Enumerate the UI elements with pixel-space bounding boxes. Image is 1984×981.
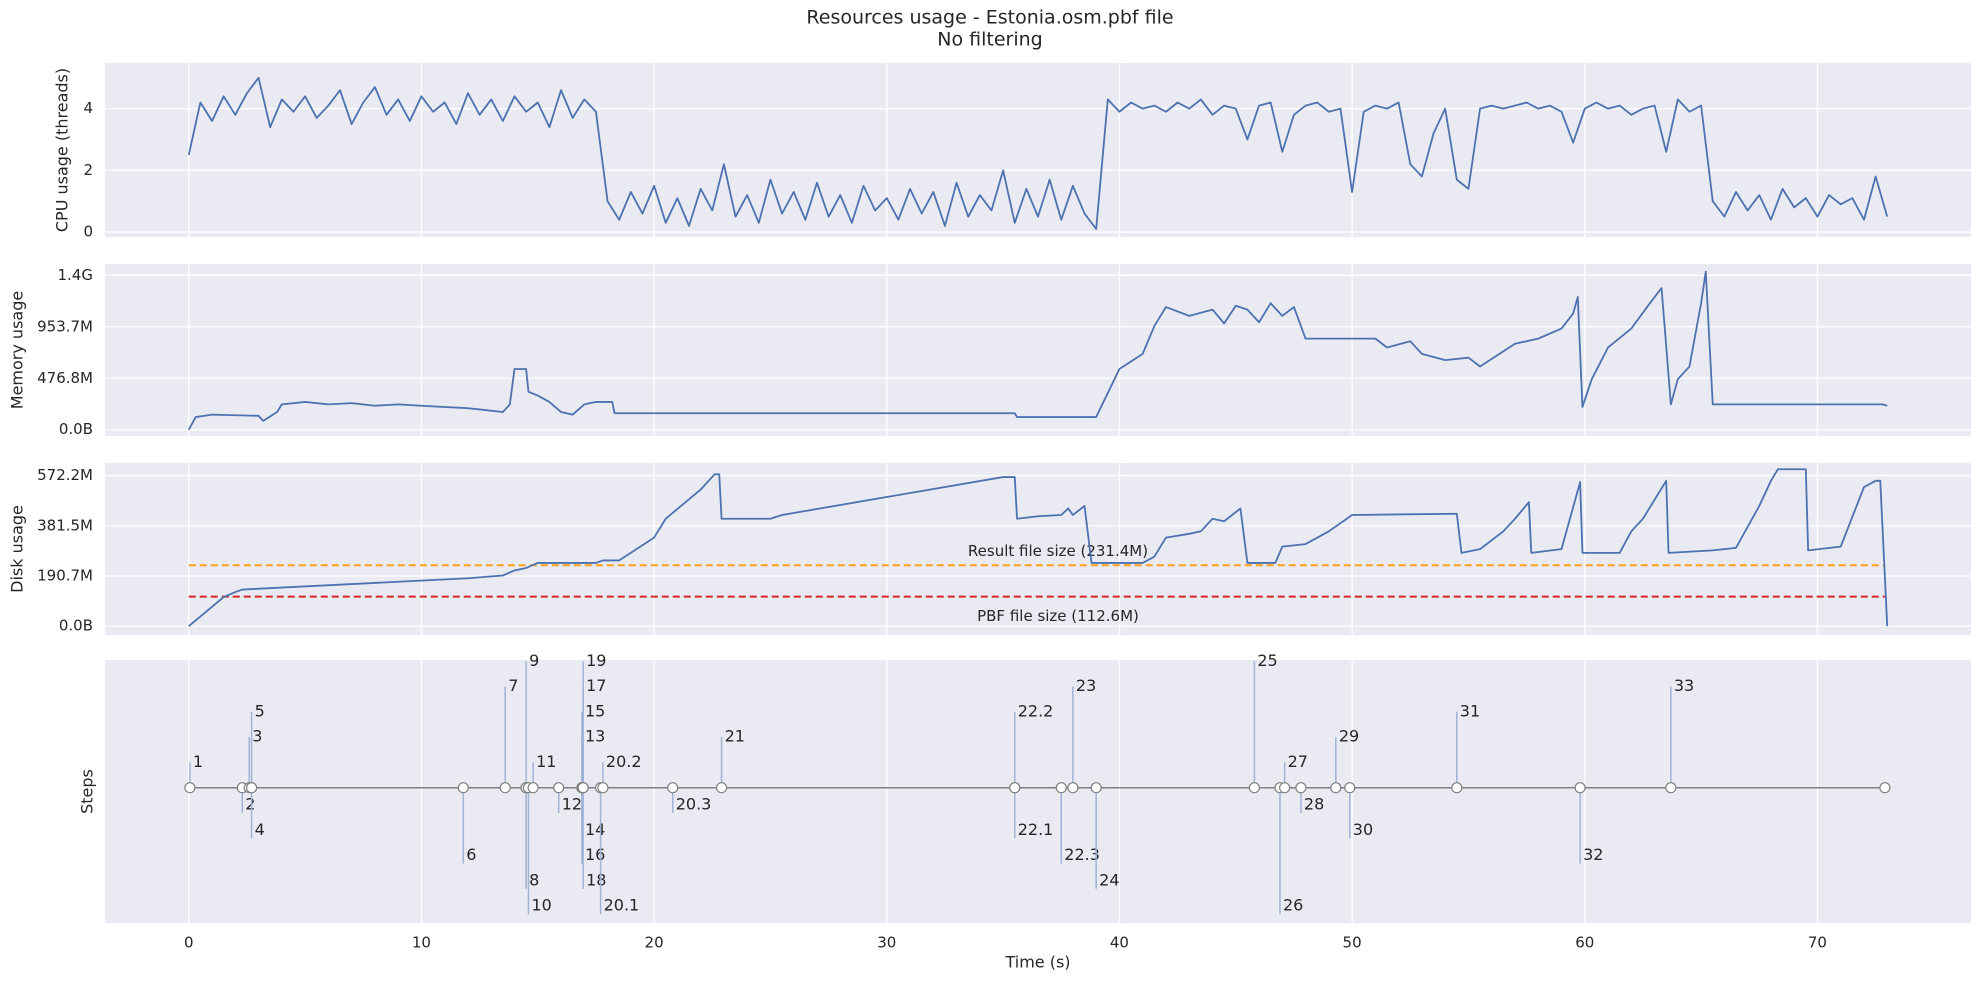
step-label: 7: [508, 676, 518, 695]
step-label: 16: [585, 845, 605, 864]
step-label: 26: [1283, 896, 1303, 915]
step-label: 28: [1304, 794, 1324, 813]
x-tick-label: 50: [1343, 934, 1362, 952]
y-tick-label: 476.8M: [37, 369, 93, 387]
step-label: 22.2: [1018, 701, 1054, 720]
step-label: 27: [1288, 752, 1308, 771]
data-line: [188, 468, 1889, 627]
step-label: 25: [1257, 651, 1277, 670]
step-label: 18: [586, 870, 606, 889]
step-label: 31: [1460, 701, 1480, 720]
step-label: 22.3: [1064, 845, 1100, 864]
step-marker: [184, 782, 196, 794]
step-label: 17: [586, 676, 606, 695]
step-label: 11: [536, 752, 556, 771]
step-label: 33: [1674, 676, 1694, 695]
x-tick-label: 0: [184, 934, 194, 952]
step-marker: [1055, 782, 1067, 794]
step-label: 8: [529, 870, 539, 889]
step-marker: [597, 782, 609, 794]
step-label: 15: [585, 701, 605, 720]
y-axis-label: Memory usage: [8, 291, 27, 409]
step-label: 2: [245, 794, 255, 813]
step-label: 24: [1099, 870, 1119, 889]
step-label: 10: [531, 896, 551, 915]
step-marker: [1248, 782, 1260, 794]
y-tick-label: 0: [83, 223, 93, 241]
x-axis-label: Time (s): [1004, 953, 1070, 972]
step-label: 19: [586, 651, 606, 670]
step-marker: [667, 782, 679, 794]
step-marker: [1067, 782, 1079, 794]
step-marker: [1451, 782, 1463, 794]
step-label: 13: [585, 727, 605, 746]
x-tick-label: 30: [877, 934, 896, 952]
y-tick-label: 572.2M: [37, 466, 93, 484]
step-label: 9: [529, 651, 539, 670]
panel-background: [105, 264, 1971, 436]
step-label: 5: [255, 701, 265, 720]
end-marker: [1879, 782, 1891, 794]
y-tick-label: 2: [83, 161, 93, 179]
step-marker: [1665, 782, 1677, 794]
step-marker: [715, 782, 728, 794]
step-marker: [499, 782, 511, 794]
step-label: 23: [1076, 676, 1096, 695]
y-tick-label: 0.0B: [59, 617, 93, 635]
reference-label: Result file size (231.4M): [968, 542, 1148, 560]
x-tick-label: 40: [1110, 934, 1129, 952]
y-axis-label: CPU usage (threads): [53, 68, 72, 232]
y-tick-label: 0.0B: [59, 420, 93, 438]
step-marker: [1574, 782, 1586, 794]
step-marker: [1090, 782, 1102, 794]
y-tick-label: 953.7M: [37, 317, 93, 335]
step-label: 14: [585, 820, 605, 839]
x-tick-label: 20: [645, 934, 664, 952]
y-tick-label: 190.7M: [37, 566, 93, 584]
step-label: 12: [562, 794, 582, 813]
step-label: 20.2: [606, 752, 642, 771]
x-tick-label: 70: [1808, 934, 1827, 952]
step-marker: [553, 782, 565, 794]
x-tick-label: 60: [1575, 934, 1594, 952]
step-marker: [577, 782, 589, 794]
panel-background: [105, 63, 1971, 237]
step-label: 30: [1353, 820, 1373, 839]
step-marker: [1330, 782, 1342, 794]
step-label: 32: [1583, 845, 1603, 864]
step-label: 20.1: [604, 896, 640, 915]
step-marker: [1344, 782, 1356, 794]
y-tick-label: 381.5M: [37, 516, 93, 534]
y-axis-label: Steps: [78, 769, 97, 814]
figure-subtitle: No filtering: [937, 29, 1042, 51]
step-marker: [1279, 782, 1291, 794]
figure-title: Resources usage - Estonia.osm.pbf file: [806, 7, 1173, 29]
data-line: [187, 270, 1888, 431]
step-label: 6: [466, 845, 476, 864]
step-label: 3: [252, 727, 262, 746]
data-line: [187, 76, 1889, 230]
step-marker: [1009, 782, 1021, 794]
step-label: 21: [725, 727, 745, 746]
step-label: 22.1: [1018, 820, 1054, 839]
step-marker: [527, 782, 539, 794]
y-axis-label: Disk usage: [8, 505, 27, 593]
panel-background: [105, 660, 1971, 923]
x-tick-label: 10: [412, 934, 431, 952]
step-label: 4: [255, 820, 265, 839]
step-marker: [457, 782, 469, 794]
step-marker: [245, 782, 258, 794]
step-label: 29: [1339, 727, 1359, 746]
step-label: 1: [193, 752, 203, 771]
reference-label: PBF file size (112.6M): [977, 607, 1139, 625]
y-tick-label: 1.4G: [58, 266, 93, 284]
step-label: 20.3: [676, 794, 712, 813]
y-tick-label: 4: [83, 99, 93, 117]
step-marker: [1295, 782, 1307, 794]
